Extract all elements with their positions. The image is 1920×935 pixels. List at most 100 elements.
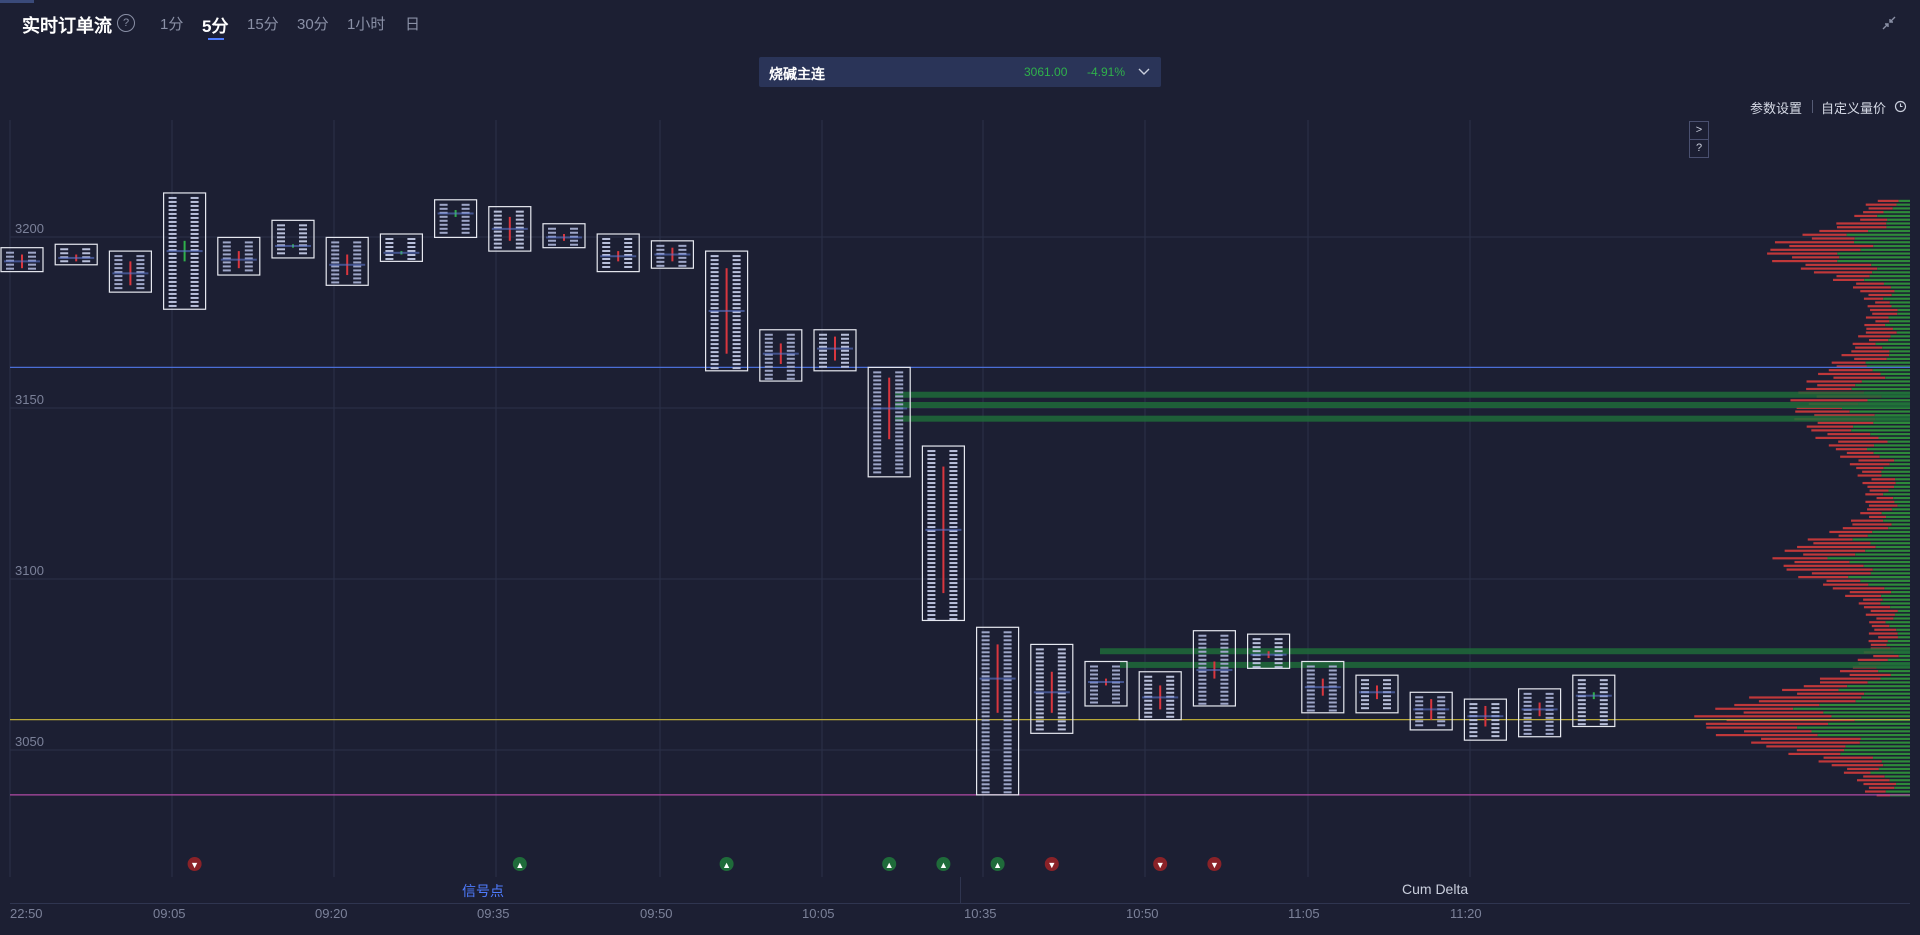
volume-cell-right [570,239,578,242]
volume-cell-left [1035,712,1044,715]
volume-cell-left [927,454,936,457]
volume-cell-left [1198,670,1207,673]
profile-sell-bar [1876,617,1894,620]
signals-panel-tab[interactable]: 信号点 [462,883,504,899]
volume-cell-right [1383,695,1391,698]
poc-marker [329,263,366,266]
volume-cell-left [1252,646,1261,649]
profile-buy-bar [1828,722,1910,725]
volume-cell-right [732,359,741,362]
signal-glyph: ▲ [939,860,948,870]
timeframe-1h[interactable]: 1小时 [347,16,386,33]
volume-cell-left [6,263,14,266]
timeframe-30m[interactable]: 30分 [297,16,329,33]
clock-icon[interactable] [1894,100,1907,113]
volume-cell-left [385,258,394,260]
volume-cell-right [190,272,199,275]
poc-marker [437,212,474,215]
volume-cell-right [624,246,633,248]
profile-sell-bar [1863,598,1883,601]
collapse-arrows-icon[interactable] [1880,14,1898,32]
volume-cell-right [190,224,199,227]
volume-cell-right [732,315,741,318]
profile-buy-bar [1855,553,1910,556]
volume-cell-left [168,200,177,203]
volume-cell-left [1090,677,1098,680]
volume-cell-left [1252,658,1261,661]
chart-help-button[interactable]: ? [1689,139,1709,158]
volume-cell-left [710,275,719,278]
profile-buy-bar [1875,342,1910,345]
profile-buy-bar [1851,387,1910,391]
volume-cell-right [1003,659,1012,662]
profile-buy-bar [1896,782,1910,786]
volume-cell-right [949,534,958,537]
volume-cell-left [981,779,990,782]
volume-cell-right [949,482,958,485]
volume-cell-left [764,357,773,360]
volume-cell-right [515,234,524,237]
profile-sell-bar [1845,594,1882,598]
volume-cell-right [949,546,958,549]
volume-cell-right [299,224,307,227]
help-circle-icon[interactable]: ? [117,14,135,32]
volume-cell-left [1306,665,1315,668]
profile-sell-bar [1818,760,1882,763]
volume-cell-right [515,214,524,217]
volume-cell-right [949,566,958,569]
custom-volume-price-button[interactable]: 自定义量价 [1821,101,1887,116]
footprint-bar [1301,660,1345,714]
symbol-name: 烧碱主连 [769,66,825,82]
poc-marker [1304,686,1341,689]
cum-delta-panel-tab[interactable]: Cum Delta [1402,881,1469,897]
symbol-selector[interactable]: 烧碱主连 3061.00 -4.91% [759,57,1161,87]
volume-cell-left [1523,712,1532,715]
volume-cell-left [1198,702,1207,705]
profile-buy-bar [1893,496,1910,500]
profile-sell-bar [1758,700,1856,703]
profile-buy-bar [1867,681,1910,684]
profile-sell-bar [1868,786,1895,789]
volume-cell-right [732,335,741,338]
volume-cell-right [1545,732,1554,735]
volume-cell-right [515,226,524,229]
volume-cell-right [1112,685,1120,688]
volume-cell-right [1274,638,1283,641]
footprint-chart[interactable]: 3050 3100 3150 3200 ▼ ▲ ▲ ▲ ▲ ▲ ▼ ▼ ▼ [0,115,1920,877]
volume-cell-right [895,467,904,470]
poc-marker [1467,715,1504,718]
volume-cell-right [1383,679,1391,682]
volume-cell-right [895,419,904,422]
volume-cell-right [841,353,849,356]
footprint-bar [434,199,478,239]
volume-cell-left [981,715,990,718]
profile-sell-bar [1789,244,1874,248]
volume-cell-left [927,458,936,461]
poc-marker [1088,681,1124,684]
volume-cell-left [168,260,177,263]
timeframe-5m[interactable]: 5分 [202,17,229,36]
profile-buy-bar [1823,711,1910,714]
volume-cell-left [1523,732,1532,735]
volume-cell-left [927,598,936,601]
volume-cell-left [710,291,719,294]
profile-buy-bar [1891,508,1910,511]
volume-cell-right [190,220,199,223]
volume-cell-left [548,243,556,246]
timeframe-15m[interactable]: 15分 [247,16,279,33]
timeframe-1m[interactable]: 1分 [160,16,184,33]
params-settings-button[interactable]: 参数设置 [1750,101,1803,116]
symbol-change: -4.91% [1087,65,1126,79]
volume-cell-left [493,210,502,213]
volume-cell-right [732,295,741,298]
volume-cell-right [949,554,958,557]
volume-cell-right [1599,687,1608,690]
volume-cell-left [439,215,448,218]
buy-signal-marker [512,857,527,871]
profile-buy-bar [1844,749,1910,752]
volume-cell-right [895,399,904,402]
volume-cell-right [570,231,578,234]
timeframe-day[interactable]: 日 [405,16,421,33]
volume-cell-left [602,266,611,268]
volume-cell-right [895,439,904,442]
